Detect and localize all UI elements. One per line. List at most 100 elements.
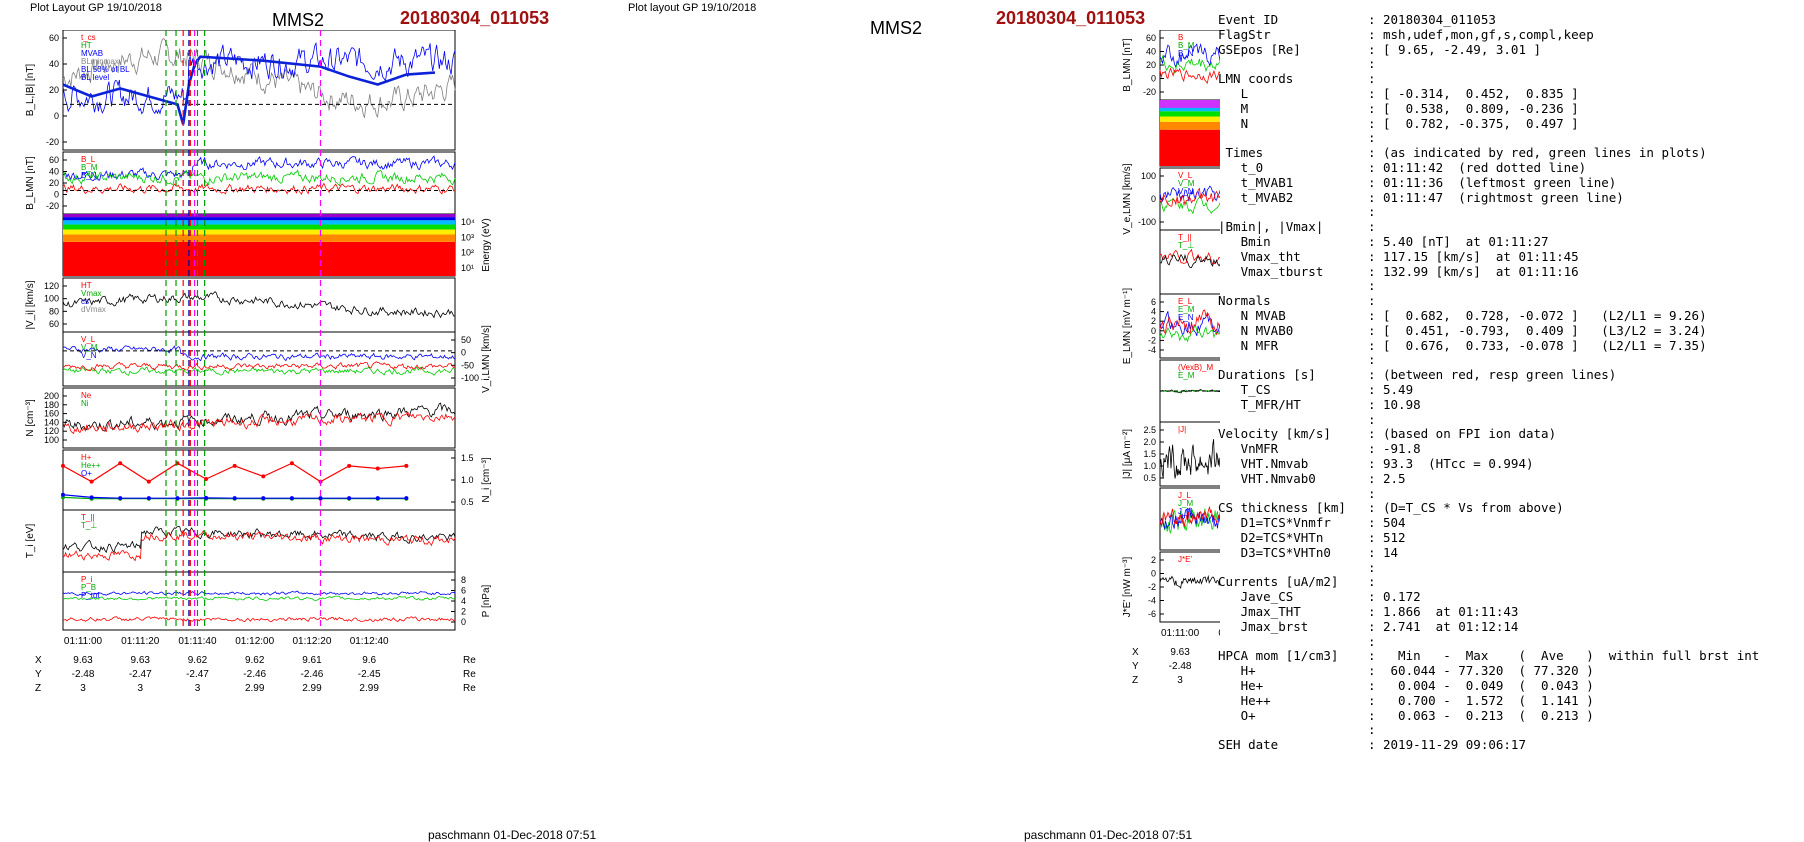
legend-entry: B	[1178, 33, 1183, 42]
info-colon: :	[1368, 396, 1376, 412]
left-spacecraft-title: MMS2	[272, 10, 325, 30]
series-line	[62, 366, 456, 376]
panel-8: 2 0 -2 -4 -6 J*E' [nW m⁻³] J*E'	[1122, 551, 1220, 623]
y-tick-label: 10⁴	[461, 217, 475, 227]
point-He++	[232, 463, 237, 468]
info-value: 2019-11-29 09:06:17	[1383, 737, 1526, 753]
panel-frame	[62, 509, 456, 573]
legend-entry: HT	[81, 281, 92, 290]
panel-frame	[62, 387, 456, 449]
info-value: (based on FPI ion data)	[1383, 426, 1557, 442]
x-tick-label: 01:12:20	[292, 636, 331, 647]
info-colon: :	[1368, 530, 1376, 545]
y-tick-label: 0	[461, 348, 466, 358]
y-tick-label: 40	[49, 59, 59, 69]
x-tick-label: 01:12:40	[350, 636, 389, 647]
info-colon: :	[1368, 130, 1376, 146]
legend-entry: B_L	[81, 155, 96, 164]
y-tick-label: 0	[1151, 326, 1156, 336]
info-colon: :	[1368, 604, 1376, 619]
y-tick-label: 0.5	[1143, 473, 1156, 483]
series-line	[62, 616, 456, 623]
y-tick-label: -100	[461, 373, 479, 383]
legend-entry: J_M	[1178, 499, 1193, 508]
panel-7: T_i [eV] T_||T_⊥	[25, 509, 456, 573]
info-colon: :	[1368, 589, 1376, 605]
panel-2: 100 0 -100 V_e,LMN [km/s] V_LV_MV_N	[1122, 163, 1220, 235]
point-O+	[375, 496, 380, 501]
info-colon: :	[1368, 337, 1376, 353]
y-tick-label: 0	[1151, 569, 1156, 579]
info-key: Times	[1218, 145, 1264, 161]
y-tick-label: 140	[44, 417, 59, 427]
info-value: [ -0.314, 0.452, 0.835 ]	[1383, 86, 1579, 101]
info-colon: :	[1368, 456, 1376, 471]
info-key: T_CS	[1218, 382, 1271, 397]
y-tick-label: 100	[1141, 171, 1156, 181]
info-key: Durations [s]	[1218, 367, 1316, 383]
legend-entry: T_||	[1178, 233, 1192, 242]
panel-6: 2.5 2.0 1.5 1.0 0.5 |J| [μA m⁻²] |J|	[1122, 421, 1220, 487]
spectrogram-band	[63, 229, 455, 235]
spectrogram-band	[63, 241, 455, 276]
ephemeris-value: 3	[137, 683, 143, 694]
mid-event-id: 20180304_011053	[996, 8, 1146, 28]
y-tick-label: 1.5	[1143, 449, 1156, 459]
y-tick-label: -20	[46, 137, 59, 147]
legend-entry: t_cs	[81, 33, 96, 42]
y-tick-label: 40	[1146, 47, 1156, 57]
info-value: (between red, resp green lines)	[1383, 367, 1617, 383]
ephemeris-value: 9.63	[1170, 647, 1190, 658]
y-tick-label: 180	[44, 400, 59, 410]
legend-entry: P_B	[81, 583, 96, 592]
y-tick-label: 4	[1151, 307, 1156, 317]
info-key: Jave_CS	[1218, 589, 1294, 605]
info-colon: :	[1368, 707, 1376, 723]
y-axis-label: N_i [cm⁻³]	[481, 457, 492, 503]
info-key: D1=TCS*Vnmfr	[1218, 515, 1331, 531]
info-value: -91.8	[1383, 441, 1421, 457]
legend-entry: V_L	[81, 335, 96, 344]
info-key: N MFR	[1218, 337, 1279, 353]
info-colon: :	[1368, 248, 1376, 264]
legend-entry: B_M	[1178, 41, 1195, 50]
x-tick-label: 01:11:00	[64, 636, 103, 647]
y-tick-label: -20	[46, 201, 59, 211]
info-colon: :	[1368, 322, 1376, 338]
y-tick-label: 50	[461, 335, 471, 345]
legend-entry: B_N	[1178, 49, 1194, 58]
mid-spacecraft-title: MMS2	[870, 18, 923, 38]
info-key: L	[1218, 86, 1249, 101]
point-O+	[261, 496, 266, 501]
series-line	[1159, 253, 1220, 268]
point-He++	[261, 474, 266, 479]
ephemeris-unit: Re	[463, 655, 476, 666]
info-value: 2.741 at 01:12:14	[1383, 618, 1519, 634]
legend-entry: O+	[81, 469, 92, 478]
info-key: VHT.Nmvab0	[1218, 470, 1316, 486]
y-tick-label: -4	[1148, 345, 1156, 355]
info-key: GSEpos [Re]	[1218, 41, 1301, 57]
info-key: M	[1218, 100, 1249, 116]
point-O+	[204, 495, 209, 500]
info-key: He+	[1218, 678, 1264, 693]
y-tick-label: 2	[461, 607, 466, 617]
legend-entry: J_L	[1178, 491, 1191, 500]
info-colon: :	[1368, 219, 1376, 235]
y-axis-label: B_L,|B| [nT]	[25, 64, 36, 117]
info-key: LMN coords	[1218, 71, 1294, 87]
panel-frame	[62, 571, 456, 631]
info-key: N MVAB	[1218, 308, 1286, 323]
info-key: VnMFR	[1218, 441, 1279, 457]
ephemeris-value: 9.63	[131, 655, 151, 666]
info-key: HPCA mom [1/cm3]	[1218, 648, 1339, 664]
info-key: D2=TCS*VHTn	[1218, 530, 1324, 545]
y-tick-label: 1.5	[461, 453, 474, 463]
series-line	[62, 526, 456, 554]
info-key: Jmax_brst	[1218, 618, 1309, 634]
ephemeris-value: -2.46	[243, 669, 266, 680]
info-value: 504	[1383, 515, 1406, 531]
info-colon: :	[1368, 86, 1376, 101]
